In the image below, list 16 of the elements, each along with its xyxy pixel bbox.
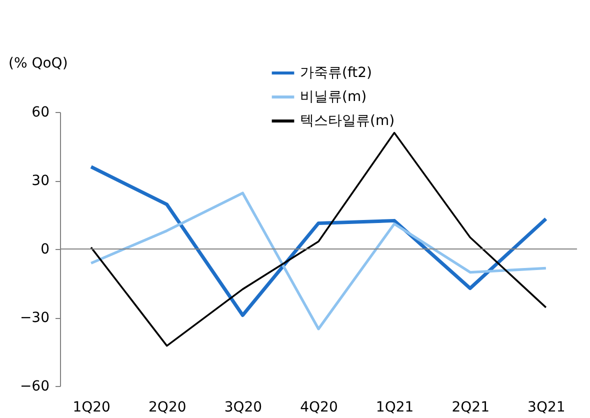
legend-label: 가죽류(ft2) xyxy=(300,65,372,81)
x-tick-label: 1Q20 xyxy=(72,400,110,416)
x-tick-label: 2Q21 xyxy=(452,400,490,416)
y-tick-label: 60 xyxy=(32,104,50,120)
legend-label: 텍스타일류(m) xyxy=(300,113,395,129)
legend-label: 비닐류(m) xyxy=(300,89,367,105)
y-tick-label: −30 xyxy=(20,310,50,326)
y-axis-title: (% QoQ) xyxy=(8,56,68,72)
y-tick-label: −60 xyxy=(20,378,50,394)
x-tick-label: 2Q20 xyxy=(148,400,186,416)
y-tick-label: 0 xyxy=(40,242,50,258)
x-tick-label: 3Q20 xyxy=(224,400,262,416)
x-tick-label: 4Q20 xyxy=(300,400,338,416)
y-tick-label: 30 xyxy=(32,173,50,189)
x-tick-label: 3Q21 xyxy=(528,400,566,416)
x-tick-label: 1Q21 xyxy=(376,400,414,416)
